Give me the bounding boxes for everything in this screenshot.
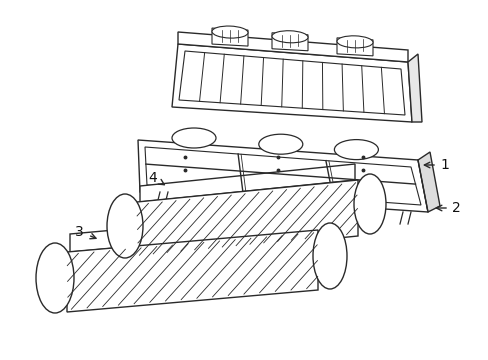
Ellipse shape [212, 26, 247, 38]
Text: 1: 1 [439, 158, 448, 172]
Polygon shape [417, 152, 439, 212]
Ellipse shape [312, 223, 346, 289]
Text: 4: 4 [148, 171, 157, 185]
Polygon shape [178, 32, 407, 62]
Polygon shape [137, 180, 357, 258]
Polygon shape [407, 54, 421, 122]
Ellipse shape [258, 134, 302, 154]
Polygon shape [70, 212, 314, 252]
Polygon shape [271, 33, 307, 51]
Text: 3: 3 [75, 225, 83, 239]
Text: 2: 2 [451, 201, 460, 215]
Ellipse shape [353, 174, 385, 234]
Polygon shape [172, 44, 411, 122]
Ellipse shape [271, 31, 307, 43]
Polygon shape [145, 147, 420, 205]
Ellipse shape [334, 140, 378, 159]
Ellipse shape [107, 194, 142, 258]
Ellipse shape [36, 243, 74, 313]
Ellipse shape [172, 128, 216, 148]
Polygon shape [67, 230, 317, 312]
Polygon shape [140, 164, 354, 202]
Ellipse shape [336, 36, 372, 48]
Polygon shape [212, 28, 247, 46]
Polygon shape [138, 140, 427, 212]
Polygon shape [336, 38, 372, 56]
Polygon shape [179, 51, 404, 115]
